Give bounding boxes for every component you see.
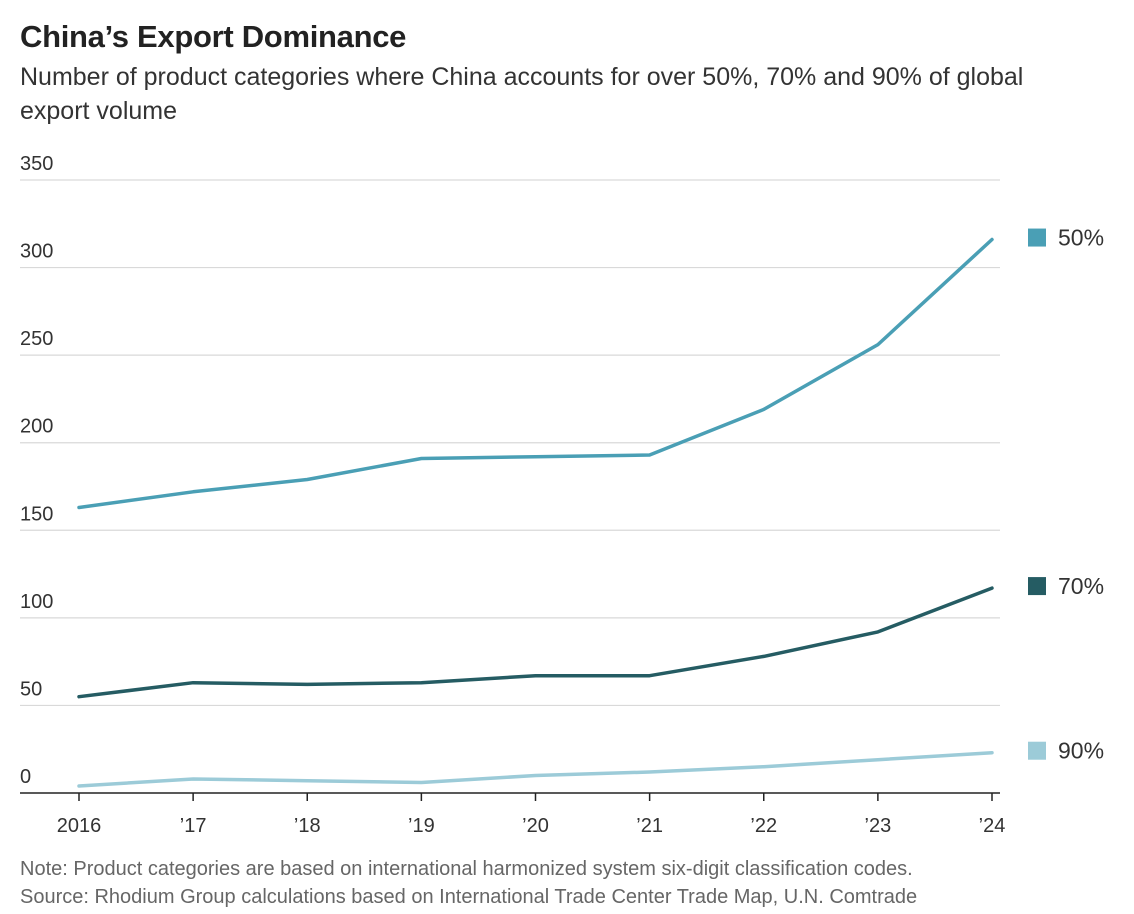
series-line-70pct (77, 586, 994, 699)
x-tick-label: 2016 (57, 815, 102, 837)
legend: 50% 70% 90% (1028, 225, 1104, 764)
y-tick-label: 200 (20, 416, 53, 438)
gridlines (20, 179, 1000, 707)
x-axis: 2016 ’17 ’18 ’19 ’20 ’21 ’22 ’23 ’24 (20, 792, 1006, 837)
y-axis-tick-labels: 0 50 100 150 200 250 300 350 (20, 153, 53, 788)
y-tick-label: 250 (20, 328, 53, 350)
legend-label: 50% (1058, 225, 1104, 251)
x-tick-label: ’18 (294, 815, 321, 837)
legend-item: 70% (1028, 573, 1104, 599)
footnote: Note: Product categories are based on in… (20, 858, 913, 880)
y-tick-label: 150 (20, 503, 53, 525)
legend-item: 50% (1028, 225, 1104, 251)
x-tick-label: ’23 (865, 815, 892, 837)
x-tick-label: ’24 (979, 815, 1006, 837)
x-tick-label: ’22 (750, 815, 777, 837)
y-tick-label: 0 (20, 766, 31, 788)
y-tick-label: 50 (20, 678, 42, 700)
series-line-50pct (77, 237, 994, 510)
x-tick-label: ’21 (636, 815, 663, 837)
legend-swatch (1028, 228, 1046, 247)
chart-subtitle: Number of product categories where China… (20, 63, 1024, 125)
series-lines (77, 237, 994, 788)
series-line-90pct (77, 750, 994, 788)
y-tick-label: 100 (20, 591, 53, 613)
line-chart: 0 50 100 150 200 250 300 350 2016 ’17 ’18 ’19 ’20 ’2… (20, 153, 1104, 837)
x-tick-label: ’17 (180, 815, 207, 837)
y-tick-label: 300 (20, 241, 53, 263)
y-tick-label: 350 (20, 153, 53, 175)
x-tick-label: ’19 (408, 815, 435, 837)
legend-swatch (1028, 741, 1046, 760)
legend-label: 90% (1058, 738, 1104, 764)
source-note: Source: Rhodium Group calculations based… (20, 886, 918, 908)
legend-label: 70% (1058, 573, 1104, 599)
x-tick-label: ’20 (522, 815, 549, 837)
legend-swatch (1028, 577, 1046, 596)
chart-title: China’s Export Dominance (20, 19, 407, 54)
legend-item: 90% (1028, 738, 1104, 764)
